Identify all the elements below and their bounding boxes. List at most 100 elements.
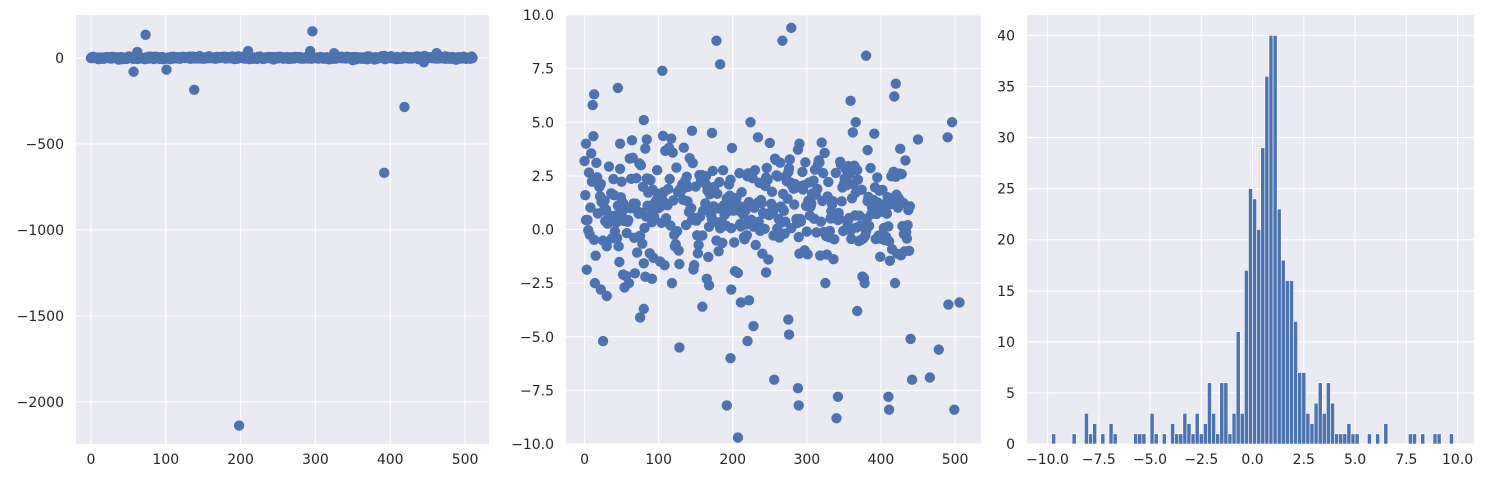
data-point: [692, 248, 704, 259]
data-point-outlier: [769, 374, 780, 385]
data-point-outlier: [850, 117, 861, 128]
data-point: [895, 143, 906, 155]
x-tick-label: 200: [719, 452, 746, 468]
data-point: [802, 249, 813, 260]
x-tick-label: 300: [302, 452, 329, 468]
x-tick-label: −2.5: [1184, 452, 1218, 468]
data-point: [793, 231, 804, 243]
data-point: [648, 211, 660, 222]
x-tick-label: 5.0: [1344, 452, 1366, 468]
data-point-outlier: [743, 295, 755, 306]
y-tick-label: 15: [997, 284, 1015, 300]
data-point-outlier: [588, 89, 600, 100]
data-point: [711, 188, 723, 200]
data-point-outlier: [889, 91, 900, 102]
histogram-bar: [1235, 331, 1241, 445]
data-point-outlier: [924, 372, 936, 383]
data-point-outlier: [832, 391, 844, 403]
data-point-outlier: [189, 84, 200, 95]
data-point: [616, 176, 627, 187]
x-tick-label: 0.0: [1241, 452, 1263, 468]
histogram-bar: [1108, 423, 1114, 445]
histogram-bar: [1182, 413, 1188, 445]
data-point: [681, 171, 692, 182]
data-point: [829, 234, 840, 245]
data-point: [697, 230, 708, 241]
histogram-bar: [1268, 35, 1274, 445]
data-point-outlier: [328, 47, 340, 59]
x-tick-label: 500: [452, 452, 479, 468]
data-point: [795, 216, 807, 227]
data-point: [666, 277, 678, 289]
x-tick-label: 10.0: [1442, 452, 1473, 468]
data-point-outlier: [852, 305, 863, 317]
data-point: [581, 264, 592, 275]
data-point: [645, 174, 656, 186]
histogram-bar: [1141, 433, 1147, 445]
histogram-bar: [1198, 433, 1204, 445]
data-point-outlier: [883, 404, 895, 415]
x-tick-label: 0: [87, 452, 96, 468]
data-point-outlier: [831, 413, 842, 424]
histogram-bar: [1211, 413, 1216, 445]
data-point: [875, 251, 886, 262]
data-point: [734, 168, 745, 179]
data-point: [732, 267, 744, 279]
data-point: [601, 241, 612, 252]
data-point-outlier: [161, 64, 172, 75]
x-tick-label: −10.0: [1026, 452, 1069, 468]
data-point-outlier: [862, 144, 873, 156]
data-point-outlier: [860, 50, 872, 61]
data-point: [631, 247, 643, 258]
data-point: [834, 213, 845, 224]
y-tick-label: −1500: [17, 309, 64, 325]
histogram-bar: [1248, 188, 1253, 445]
data-point: [806, 198, 817, 209]
histogram-bar: [1313, 402, 1319, 445]
histogram-bar: [1051, 433, 1057, 445]
data-point-outlier: [619, 282, 630, 293]
data-point: [686, 203, 697, 214]
data-point: [667, 147, 678, 158]
data-point: [808, 175, 819, 186]
histogram-bar: [1153, 433, 1159, 445]
data-point: [778, 205, 790, 216]
data-point: [772, 171, 784, 182]
data-point: [591, 157, 602, 169]
data-point: [759, 223, 770, 235]
data-point: [599, 195, 610, 207]
histogram-bar: [1219, 382, 1225, 445]
data-point: [896, 168, 907, 180]
histogram-bar: [1354, 433, 1360, 445]
histogram-bar: [1252, 198, 1257, 445]
data-point: [673, 245, 684, 256]
data-point: [900, 155, 911, 166]
data-point: [800, 157, 811, 168]
histogram-bar: [1227, 433, 1233, 445]
data-point-outlier: [943, 299, 954, 310]
data-point-outlier: [946, 117, 958, 128]
histogram-bar: [1420, 433, 1426, 445]
data-point: [634, 230, 646, 242]
data-point-outlier: [905, 333, 916, 345]
data-point-outlier: [783, 314, 794, 325]
data-point: [664, 173, 675, 185]
data-point: [819, 147, 830, 159]
scatter-panel-middle: 0 100 200 300 400 500 10.0 7.5 5.0 2.5 0.0 −2.5 −5.0…: [511, 8, 981, 468]
data-point: [651, 165, 663, 176]
data-point: [588, 234, 600, 246]
y-tick-label: −5.0: [520, 330, 554, 346]
data-point: [889, 277, 901, 289]
data-point-outlier: [760, 267, 772, 278]
histogram-bar: [1088, 433, 1093, 445]
data-point: [693, 239, 704, 251]
data-point: [811, 227, 822, 238]
data-point: [784, 154, 796, 165]
histogram-bar: [1280, 259, 1286, 445]
data-point-outlier: [617, 269, 629, 280]
data-point: [666, 133, 677, 144]
data-point-outlier: [942, 132, 953, 143]
histogram-bar: [1276, 208, 1282, 445]
x-tick-label: 100: [152, 452, 179, 468]
data-point: [590, 250, 601, 261]
